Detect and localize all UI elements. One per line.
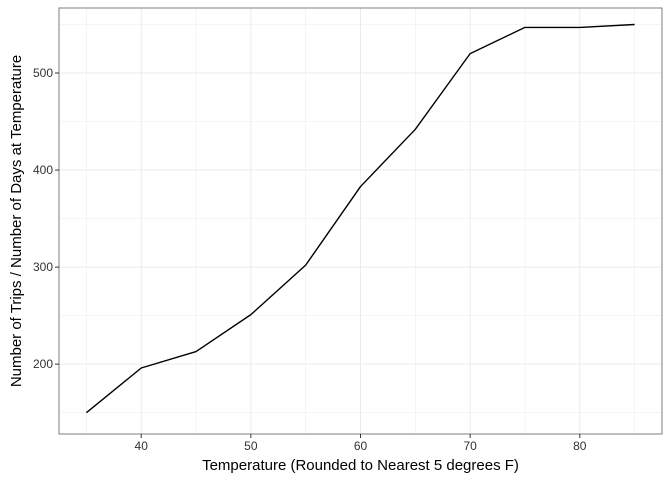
x-tick-label: 60 — [354, 439, 368, 453]
y-tick-label: 400 — [33, 163, 53, 177]
x-tick-label: 70 — [463, 439, 477, 453]
x-tick-label: 50 — [244, 439, 258, 453]
y-axis-title: Number of Trips / Number of Days at Temp… — [8, 55, 25, 387]
series-layer — [85, 23, 635, 414]
grid — [59, 8, 662, 434]
x-tick-label: 40 — [135, 439, 149, 453]
x-tick-label: 80 — [573, 439, 587, 453]
y-tick-label: 500 — [33, 66, 53, 80]
axis-ticks: 40 50 60 70 80 200 300 400 500 — [33, 66, 587, 453]
x-axis-title: Temperature (Rounded to Nearest 5 degree… — [202, 457, 519, 474]
y-tick-label: 200 — [33, 357, 53, 371]
y-tick-label: 300 — [33, 260, 53, 274]
